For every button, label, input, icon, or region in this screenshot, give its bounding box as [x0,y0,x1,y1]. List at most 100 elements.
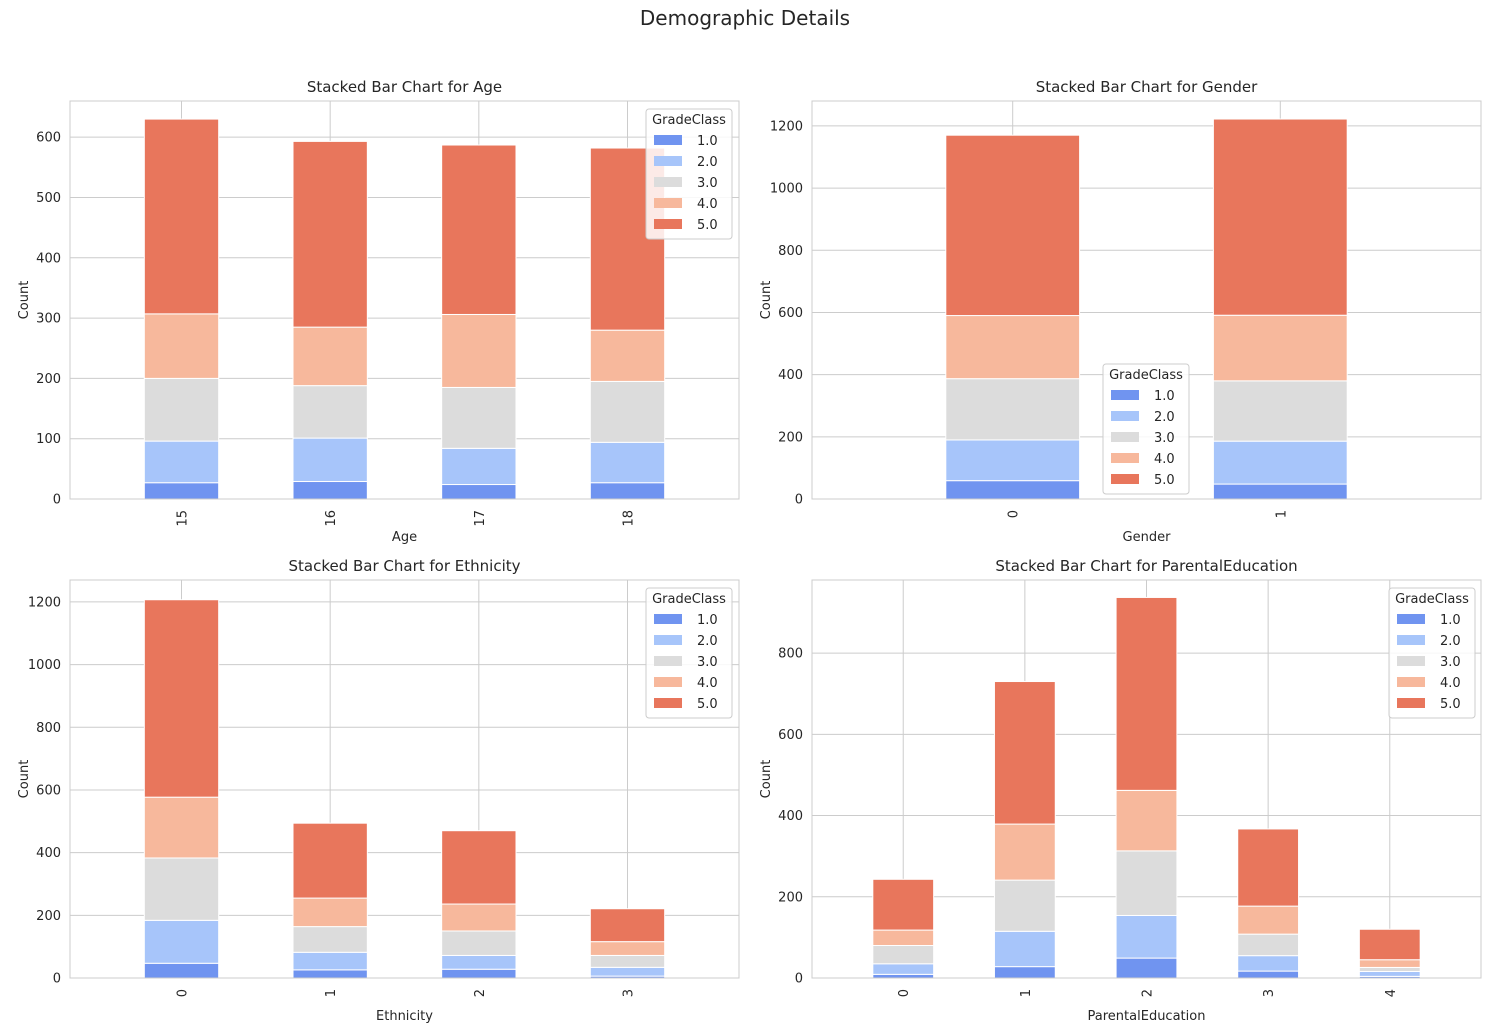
bar-segment-1.0-0 [945,480,1081,500]
bar-segment-4.0-18 [589,329,666,382]
x-tick-label: 3 [1262,989,1277,997]
legend-swatch-3.0 [654,656,682,666]
legend-title: GradeClass [1109,368,1183,383]
bar-segment-4.0-0 [143,796,220,859]
bar-segment-4.0-4 [1358,959,1421,968]
x-tick-label: 4 [1384,989,1399,997]
y-tick-label: 0 [53,972,61,987]
bar-segment-5.0-3 [1237,828,1300,907]
legend-label-1.0: 1.0 [1154,389,1175,404]
legend-swatch-1.0 [654,135,682,145]
x-tick-label: 17 [473,510,488,527]
bar-segment-2.0-16 [292,437,368,483]
bar-segment-2.0-3 [589,966,666,977]
bar-segment-5.0-15 [143,118,220,315]
chart-panel-0: 0 100 200 300 400 500 600 15 16 17 18 Stacked Bar C… [17,78,740,545]
legend-label-4.0: 4.0 [697,676,718,691]
chart-title: Stacked Bar Chart for Age [307,78,502,96]
bar-segment-1.0-2 [1115,957,1178,979]
legend-swatch-2.0 [654,156,682,166]
legend-title: GradeClass [652,113,726,128]
legend-label-3.0: 3.0 [697,655,718,670]
legend-label-5.0: 5.0 [1154,473,1175,488]
axes-frame [811,100,1482,500]
legend-swatch-2.0 [1397,635,1425,645]
bar-segment-1.0-18 [589,482,666,500]
y-tick-label: 300 [36,312,61,327]
legend-swatch-5.0 [1397,698,1425,708]
chart-title: Stacked Bar Chart for Gender [1036,78,1258,96]
legend-swatch-1.0 [1397,614,1425,624]
bar-segment-1.0-0 [143,962,220,979]
bar-segment-1.0-16 [292,481,368,500]
bar-segment-5.0-1 [1212,118,1348,316]
legend-label-1.0: 1.0 [1440,613,1461,628]
x-tick-label: 3 [622,989,637,997]
legend: GradeClass 1.0 2.0 3.0 4.0 5.0 [645,108,733,240]
bar-segment-4.0-1 [993,823,1056,881]
bar-segment-4.0-16 [292,326,368,387]
legend-swatch-4.0 [654,198,682,208]
bar-segment-4.0-0 [872,929,935,947]
y-tick-label: 200 [778,890,803,905]
bar-segment-5.0-1 [292,822,368,899]
bar-segment-2.0-3 [1237,955,1300,972]
x-tick-label: 15 [176,510,191,527]
y-tick-label: 600 [36,783,61,798]
y-axis-label: Count [759,281,774,320]
bar-segment-1.0-1 [1212,483,1348,500]
x-tick-label: 2 [473,989,488,997]
y-axis-label: Count [759,760,774,799]
y-tick-label: 0 [795,972,803,987]
legend-label-1.0: 1.0 [697,613,718,628]
y-tick-label: 400 [778,809,803,824]
bar-segment-3.0-3 [1237,933,1300,957]
bar-segment-5.0-16 [292,140,368,328]
x-tick-label: 0 [897,989,912,997]
legend-swatch-4.0 [1111,453,1139,463]
bar-segment-3.0-2 [441,930,517,956]
y-tick-label: 200 [778,430,803,445]
legend-swatch-2.0 [654,635,682,645]
y-tick-label: 500 [36,191,61,206]
bar-segment-4.0-0 [945,315,1081,380]
legend: GradeClass 1.0 2.0 3.0 4.0 5.0 [645,587,733,719]
y-tick-label: 600 [36,131,61,146]
legend-swatch-3.0 [654,177,682,187]
bar-segment-2.0-1 [993,930,1056,968]
bar-segment-5.0-3 [589,908,666,943]
legend-swatch-4.0 [1397,677,1425,687]
bar-segment-4.0-1 [1212,314,1348,382]
x-tick-label: 18 [622,510,637,527]
bar-segment-1.0-2 [441,968,517,979]
bar-segment-3.0-0 [945,378,1081,441]
y-tick-label: 200 [36,909,61,924]
legend-swatch-4.0 [654,677,682,687]
legend-swatch-2.0 [1111,411,1139,421]
bar-segment-1.0-17 [441,484,517,500]
y-axis-label: Count [17,760,32,799]
figure-suptitle: Demographic Details [639,6,851,30]
legend-label-3.0: 3.0 [1440,655,1461,670]
y-tick-label: 0 [53,493,61,508]
x-axis-label: Gender [1123,530,1172,545]
bar-segment-4.0-1 [292,897,368,928]
legend-label-2.0: 2.0 [697,155,718,170]
bar-segment-3.0-0 [143,857,220,921]
x-tick-label: 1 [324,989,339,997]
legend-swatch-5.0 [1111,474,1139,484]
x-tick-label: 1 [1274,510,1289,518]
bar-segment-5.0-1 [993,681,1056,825]
bar-segment-5.0-2 [441,830,517,905]
bar-segment-3.0-17 [441,386,517,449]
legend-label-2.0: 2.0 [697,634,718,649]
y-tick-label: 100 [36,432,61,447]
y-tick-label: 1000 [770,182,803,197]
bar-segment-2.0-15 [143,440,220,484]
legend-swatch-3.0 [1397,656,1425,666]
legend-label-2.0: 2.0 [1154,410,1175,425]
y-tick-label: 1000 [28,658,61,673]
y-tick-label: 1200 [28,595,61,610]
